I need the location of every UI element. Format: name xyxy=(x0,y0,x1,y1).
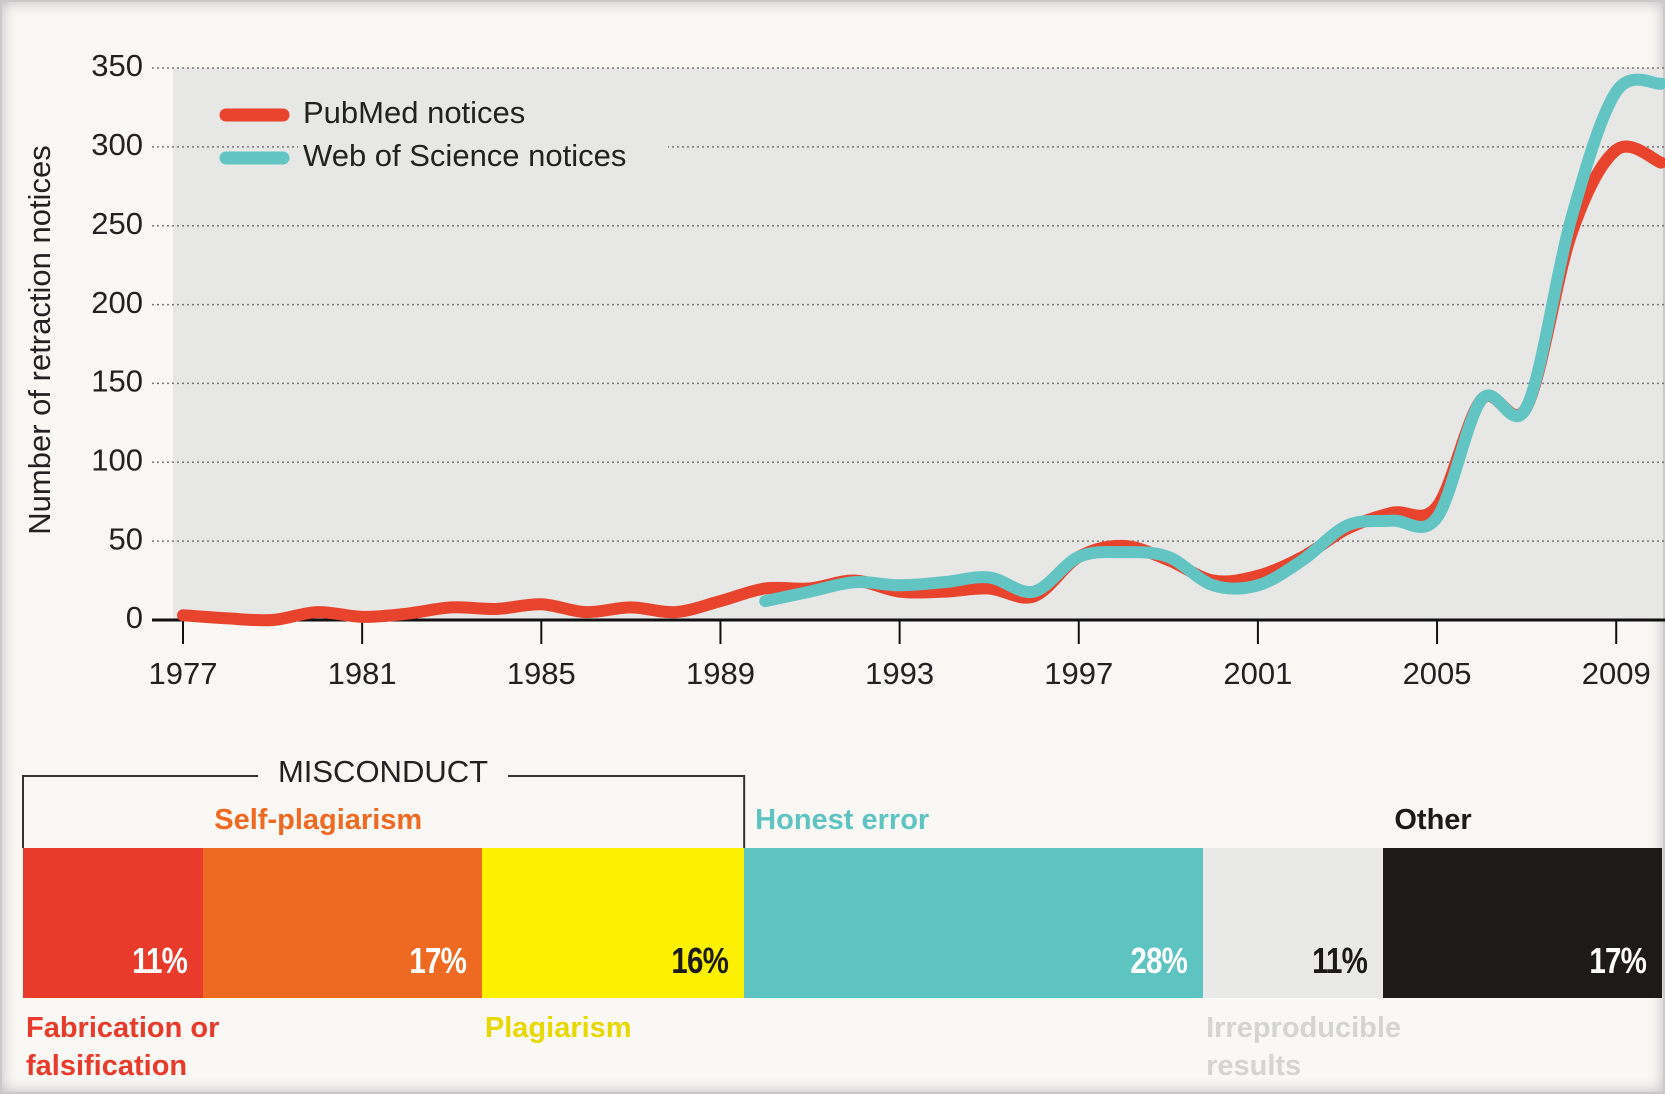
x-tick-label: 1985 xyxy=(507,656,576,691)
bar-segment xyxy=(23,848,204,998)
x-tick-label: 1997 xyxy=(1044,656,1113,691)
x-tick-label: 1981 xyxy=(328,656,397,691)
bar-segment xyxy=(203,848,482,998)
value-label: 11% xyxy=(1312,940,1368,981)
legend-label: Web of Science notices xyxy=(303,138,626,173)
category-label: Irreproducible results xyxy=(1206,1012,1402,1082)
y-tick-label: 150 xyxy=(91,364,143,399)
group-label: MISCONDUCT xyxy=(278,754,488,789)
category-label: Fabrication or falsification xyxy=(26,1012,220,1082)
value-label: 28% xyxy=(1130,940,1188,981)
value-label: 17% xyxy=(1589,940,1646,981)
legend-label: PubMed notices xyxy=(303,95,525,130)
category-label: Self-plagiarism xyxy=(214,804,423,836)
series-line xyxy=(759,73,1665,608)
y-tick-label: 50 xyxy=(109,521,143,556)
bar-segment xyxy=(481,848,745,998)
value-label: 11% xyxy=(132,940,188,981)
x-tick-label: 2009 xyxy=(1582,656,1651,691)
bar-segment xyxy=(1203,848,1384,998)
y-tick-label: 0 xyxy=(126,600,143,635)
legend-bg xyxy=(298,138,668,178)
bar-segment xyxy=(1383,848,1662,998)
legend-bg xyxy=(298,95,668,135)
y-tick-label: 350 xyxy=(91,48,143,83)
x-tick-label: 1993 xyxy=(865,656,934,691)
category-label: Honest error xyxy=(755,804,930,836)
y-tick-label: 250 xyxy=(91,206,143,241)
x-tick-label: 1977 xyxy=(149,656,218,691)
x-tick-label: 2005 xyxy=(1403,656,1472,691)
group-label-bg xyxy=(258,758,508,794)
x-tick-label: 2001 xyxy=(1223,656,1292,691)
y-tick-label: 200 xyxy=(91,285,143,320)
x-tick-label: 1989 xyxy=(686,656,755,691)
value-label: 16% xyxy=(671,940,729,981)
y-tick-label: 100 xyxy=(91,442,143,477)
y-tick-label: 300 xyxy=(91,127,143,162)
value-label: 17% xyxy=(409,940,466,981)
category-label: Plagiarism xyxy=(484,1012,632,1044)
y-axis-label: Number of retraction notices xyxy=(22,145,57,534)
category-label: Other xyxy=(1394,804,1472,836)
bar-segment xyxy=(744,848,1204,998)
